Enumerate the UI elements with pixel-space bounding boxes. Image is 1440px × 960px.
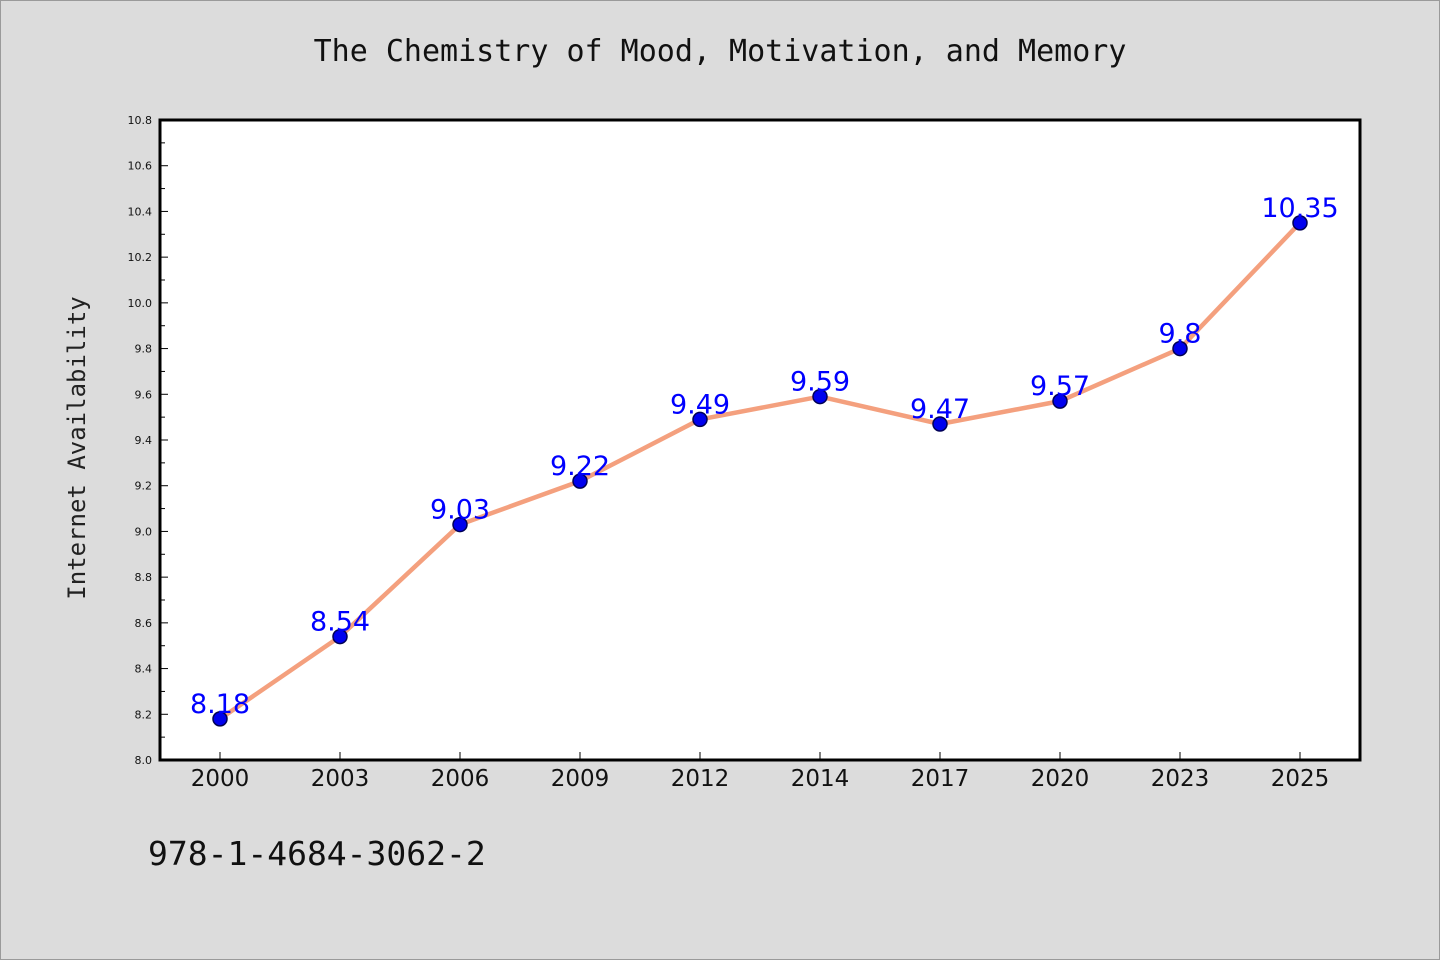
data-label: 9.22 bbox=[550, 451, 610, 482]
y-tick-label: 9.6 bbox=[135, 388, 153, 401]
x-tick-label: 2023 bbox=[1151, 766, 1210, 792]
y-tick-label: 8.2 bbox=[135, 708, 153, 721]
data-point bbox=[332, 628, 348, 645]
data-label: 8.54 bbox=[310, 607, 370, 638]
data-point bbox=[452, 516, 468, 533]
y-tick-label: 8.8 bbox=[135, 571, 153, 584]
x-tick-label: 2003 bbox=[311, 766, 370, 792]
data-point bbox=[212, 711, 228, 727]
data-point bbox=[1052, 393, 1068, 409]
data-labels: 8.18 8.54 9.03 9.22 9.49 9.59 9.47 9.57 9.8 10.35 bbox=[190, 193, 1339, 720]
y-tick-label: 8.4 bbox=[135, 663, 153, 676]
y-axis-label: Internet Availability bbox=[63, 296, 91, 599]
y-tick-label: 10.6 bbox=[128, 160, 153, 173]
x-tick-label: 2000 bbox=[191, 766, 250, 792]
y-axis-ticks: 8.0 8.2 8.4 8.6 8.8 9.0 9.2 9.4 9.6 9.8 10.0 10.2 10… bbox=[128, 114, 168, 767]
x-tick-label: 2025 bbox=[1271, 766, 1330, 792]
series-markers bbox=[212, 215, 1308, 727]
x-tick-label: 2020 bbox=[1031, 766, 1090, 792]
data-point bbox=[572, 473, 588, 489]
data-label: 10.35 bbox=[1261, 193, 1338, 224]
data-point bbox=[932, 416, 948, 432]
y-tick-label: 10.0 bbox=[128, 297, 153, 310]
x-tick-label: 2012 bbox=[671, 766, 730, 792]
y-tick-label: 10.8 bbox=[128, 114, 153, 127]
y-tick-label: 9.2 bbox=[135, 480, 153, 493]
chart-title: The Chemistry of Mood, Motivation, and M… bbox=[313, 34, 1127, 69]
x-axis-ticks: 2000 2003 2006 2009 2012 2014 2017 2020 2023 2025 bbox=[191, 752, 1330, 792]
y-tick-label: 8.6 bbox=[135, 617, 153, 630]
y-tick-label: 9.0 bbox=[135, 525, 153, 538]
x-tick-label: 2009 bbox=[551, 766, 610, 792]
data-label: 9.03 bbox=[430, 495, 490, 526]
y-tick-label: 10.2 bbox=[128, 251, 153, 264]
data-point bbox=[692, 411, 708, 428]
series-line bbox=[217, 220, 1303, 722]
data-point bbox=[812, 388, 828, 405]
series-line-group bbox=[217, 220, 1303, 722]
footer-code: 978-1-4684-3062-2 bbox=[148, 834, 486, 873]
y-tick-label: 8.0 bbox=[135, 754, 153, 767]
data-label: 8.18 bbox=[190, 689, 250, 720]
data-label: 9.57 bbox=[1030, 371, 1090, 402]
data-point bbox=[1172, 340, 1188, 357]
data-label: 9.49 bbox=[670, 389, 730, 420]
y-tick-label: 9.8 bbox=[135, 343, 153, 356]
data-point bbox=[1292, 215, 1308, 231]
x-tick-label: 2006 bbox=[431, 766, 490, 792]
data-label: 9.8 bbox=[1159, 319, 1202, 350]
x-tick-label: 2014 bbox=[791, 766, 850, 792]
x-tick-label: 2017 bbox=[911, 766, 970, 792]
data-label: 9.47 bbox=[910, 394, 970, 425]
y-tick-label: 10.4 bbox=[128, 205, 153, 218]
plot-area bbox=[158, 118, 1362, 762]
data-label: 9.59 bbox=[790, 367, 850, 398]
y-tick-label: 9.4 bbox=[135, 434, 153, 447]
